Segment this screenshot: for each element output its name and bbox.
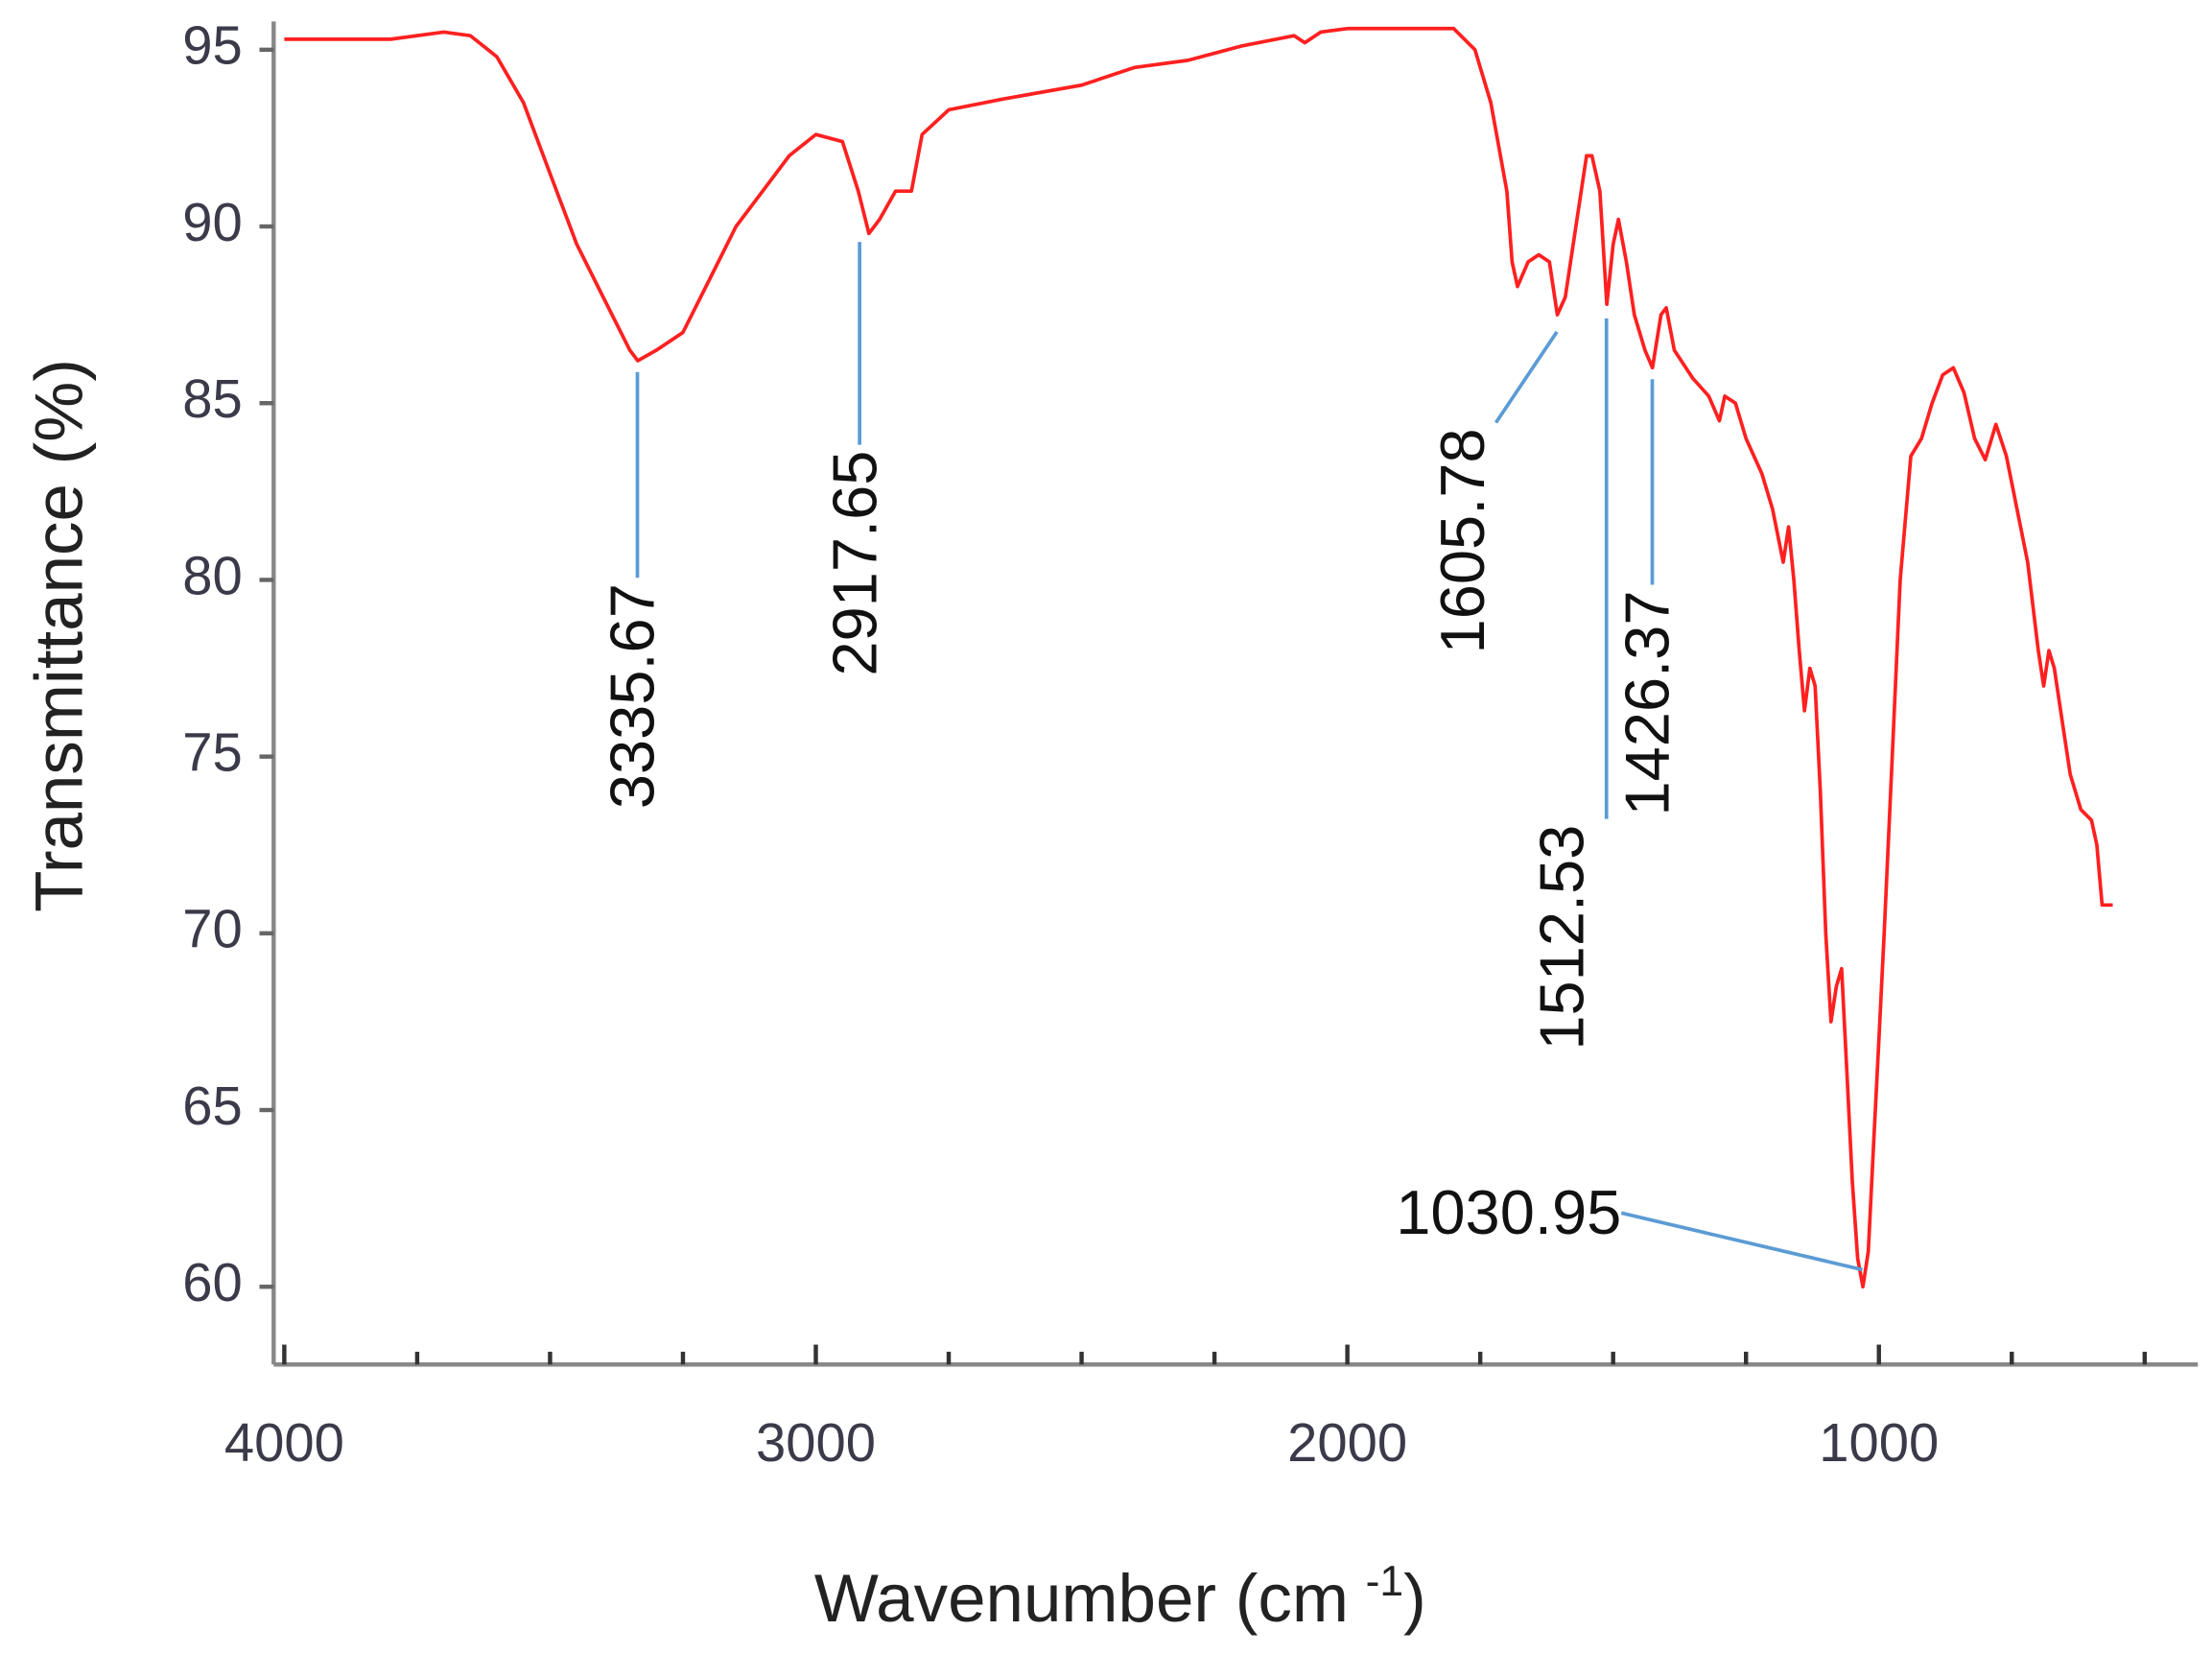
- x-tick-label: 3000: [756, 1412, 876, 1473]
- y-tick-label: 70: [182, 899, 242, 959]
- y-tick-label: 90: [182, 192, 242, 252]
- spectrum-line: [284, 26, 2113, 1289]
- peak-label: 1030.95: [1396, 1177, 1621, 1247]
- peak-label: 2917.65: [819, 451, 889, 676]
- peak-label: 3335.67: [598, 583, 668, 809]
- x-axis-title: Wavenumber (cm -1): [814, 1558, 1426, 1637]
- y-tick-label: 65: [182, 1075, 242, 1136]
- peak-label: 1426.37: [1612, 590, 1683, 815]
- y-tick-label: 85: [182, 368, 242, 429]
- x-tick-label: 1000: [1819, 1412, 1939, 1473]
- y-tick-label: 75: [182, 721, 242, 782]
- y-axis-title: Transmittance (%): [22, 359, 98, 912]
- y-tick-label: 80: [182, 545, 242, 605]
- x-axis-title-sup: -1: [1366, 1558, 1403, 1605]
- x-tick-label: 4000: [224, 1412, 344, 1473]
- peak-label: 1605.78: [1427, 428, 1497, 653]
- y-tick-label: 60: [182, 1252, 242, 1312]
- peak-label: 1512.53: [1527, 825, 1597, 1051]
- x-tick-label: 2000: [1287, 1412, 1407, 1473]
- peak-leader: [1494, 330, 1559, 424]
- y-tick-label: 95: [182, 15, 242, 76]
- peak-leader: [1620, 1211, 1864, 1272]
- x-axis-title-part: ): [1403, 1561, 1426, 1637]
- x-axis-title-part: Wavenumber (cm: [814, 1561, 1349, 1637]
